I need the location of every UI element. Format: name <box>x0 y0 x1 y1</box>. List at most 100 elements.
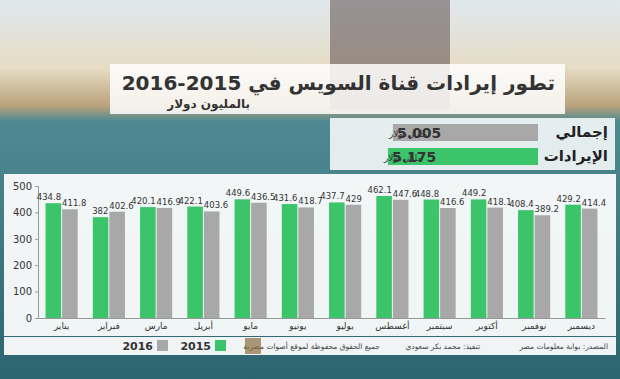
bar <box>109 212 125 318</box>
bars <box>46 196 598 318</box>
x-tick: ديسمبر <box>567 321 595 331</box>
tick-mark <box>35 265 38 266</box>
x-tick: يونيو <box>288 321 307 331</box>
tick-label: نوفمبر <box>521 321 546 331</box>
data-label: 429 <box>346 194 362 204</box>
tick-label: ديسمبر <box>567 321 595 331</box>
tick-label: أغسطس <box>375 320 409 331</box>
data-label: 447.6 <box>393 189 417 199</box>
tick-mark <box>35 318 38 319</box>
tick-label: سبتمبر <box>426 321 453 331</box>
x-tick: مارس <box>145 321 168 331</box>
legend: 2015 2016 <box>122 340 226 353</box>
data-label: 418.1 <box>487 197 511 207</box>
tick-label: مارس <box>145 321 168 331</box>
tick-label: فبراير <box>97 321 120 331</box>
x-tick: يناير <box>53 321 70 331</box>
bar <box>518 210 534 318</box>
data-label: 434.8 <box>37 192 61 202</box>
data-label: 408.4 <box>509 199 533 209</box>
tick-label: يناير <box>53 321 70 331</box>
tick-mark <box>35 212 38 213</box>
tick-label: يونيو <box>288 321 307 331</box>
title: تطور إيرادات قناة السويس في 2015-2016 <box>122 71 555 96</box>
x-tick: أكتوبر <box>475 320 498 331</box>
data-label: 420.1 <box>131 196 155 206</box>
total-unit: مليار دولار <box>383 153 422 163</box>
data-label: 436.5 <box>251 192 275 202</box>
data-label: 403.6 <box>204 200 228 210</box>
x-tick: مايو <box>242 321 258 331</box>
bar <box>46 203 62 318</box>
tick-label: 200 <box>13 260 32 271</box>
axis-line <box>39 318 606 319</box>
data-label: 449.6 <box>226 188 250 198</box>
bar <box>471 199 487 318</box>
bar <box>140 207 156 318</box>
tick-label: 300 <box>13 234 32 245</box>
y-tick: 500 <box>13 181 38 192</box>
logo <box>245 338 261 354</box>
bar <box>565 205 581 318</box>
background <box>0 0 620 379</box>
bar <box>329 202 345 318</box>
bar <box>393 200 409 318</box>
bar <box>535 215 551 318</box>
y-tick: 400 <box>13 207 38 218</box>
bar <box>440 208 456 318</box>
x-axis: يناير فبراير مارس أبريل مايو يونيو يوليو أغسطس س… <box>39 319 606 332</box>
tick-mark <box>35 239 38 240</box>
bar <box>235 199 251 318</box>
totals-label: إجمالي <box>556 123 608 141</box>
data-label: 449.2 <box>462 188 486 198</box>
tick-label: مايو <box>242 321 258 331</box>
bar <box>93 217 109 318</box>
bar <box>346 205 362 318</box>
data-label: 411.8 <box>62 198 86 208</box>
legend-label: 2015 <box>180 340 211 353</box>
title-banner <box>110 64 565 114</box>
data-label: 462.1 <box>368 185 392 195</box>
tick-mark <box>35 186 38 187</box>
bar <box>157 208 173 318</box>
legend-swatch <box>157 340 168 351</box>
footer <box>4 337 616 355</box>
data-label: 382 <box>92 206 108 216</box>
y-tick: 200 <box>13 260 38 271</box>
x-tick: أغسطس <box>375 320 409 331</box>
bar <box>298 207 314 318</box>
tick-label: 400 <box>13 207 32 218</box>
credit: تنفيذ: محمد بكر سعودي <box>405 342 480 351</box>
x-tick: أبريل <box>194 320 213 331</box>
totals-label: الإيرادات <box>544 147 608 165</box>
bar <box>424 200 440 318</box>
bar <box>376 196 392 318</box>
data-label: 422.1 <box>179 196 203 206</box>
chart: تطور إيرادات قناة السويس في 2015-2016بال… <box>0 0 620 379</box>
y-tick: 100 <box>13 286 38 297</box>
legend-label: 2016 <box>122 340 153 353</box>
tick-label: أكتوبر <box>475 320 498 331</box>
x-tick: سبتمبر <box>426 321 453 331</box>
tick-label: 100 <box>13 286 32 297</box>
bar <box>204 211 220 318</box>
y-tick: 300 <box>13 234 38 245</box>
tick-label: يوليو <box>335 321 354 331</box>
plot-panel <box>4 174 616 336</box>
data-label: 416.9 <box>157 197 181 207</box>
tick-label: 0 <box>26 313 32 324</box>
bar <box>282 204 298 318</box>
x-tick: فبراير <box>97 321 120 331</box>
bar <box>582 209 598 318</box>
bar <box>187 207 203 318</box>
bar <box>62 209 78 318</box>
source: المصدر: بوابة معلومات مصر <box>518 342 608 351</box>
data-label: 402.6 <box>109 201 133 211</box>
data-label: 429.2 <box>557 194 581 204</box>
tick-mark <box>35 292 38 293</box>
data-label: 416.6 <box>440 197 464 207</box>
bar <box>251 203 267 318</box>
tick-label: أبريل <box>194 320 213 331</box>
bar <box>487 208 503 318</box>
total-unit: مليار دولار <box>388 129 427 139</box>
